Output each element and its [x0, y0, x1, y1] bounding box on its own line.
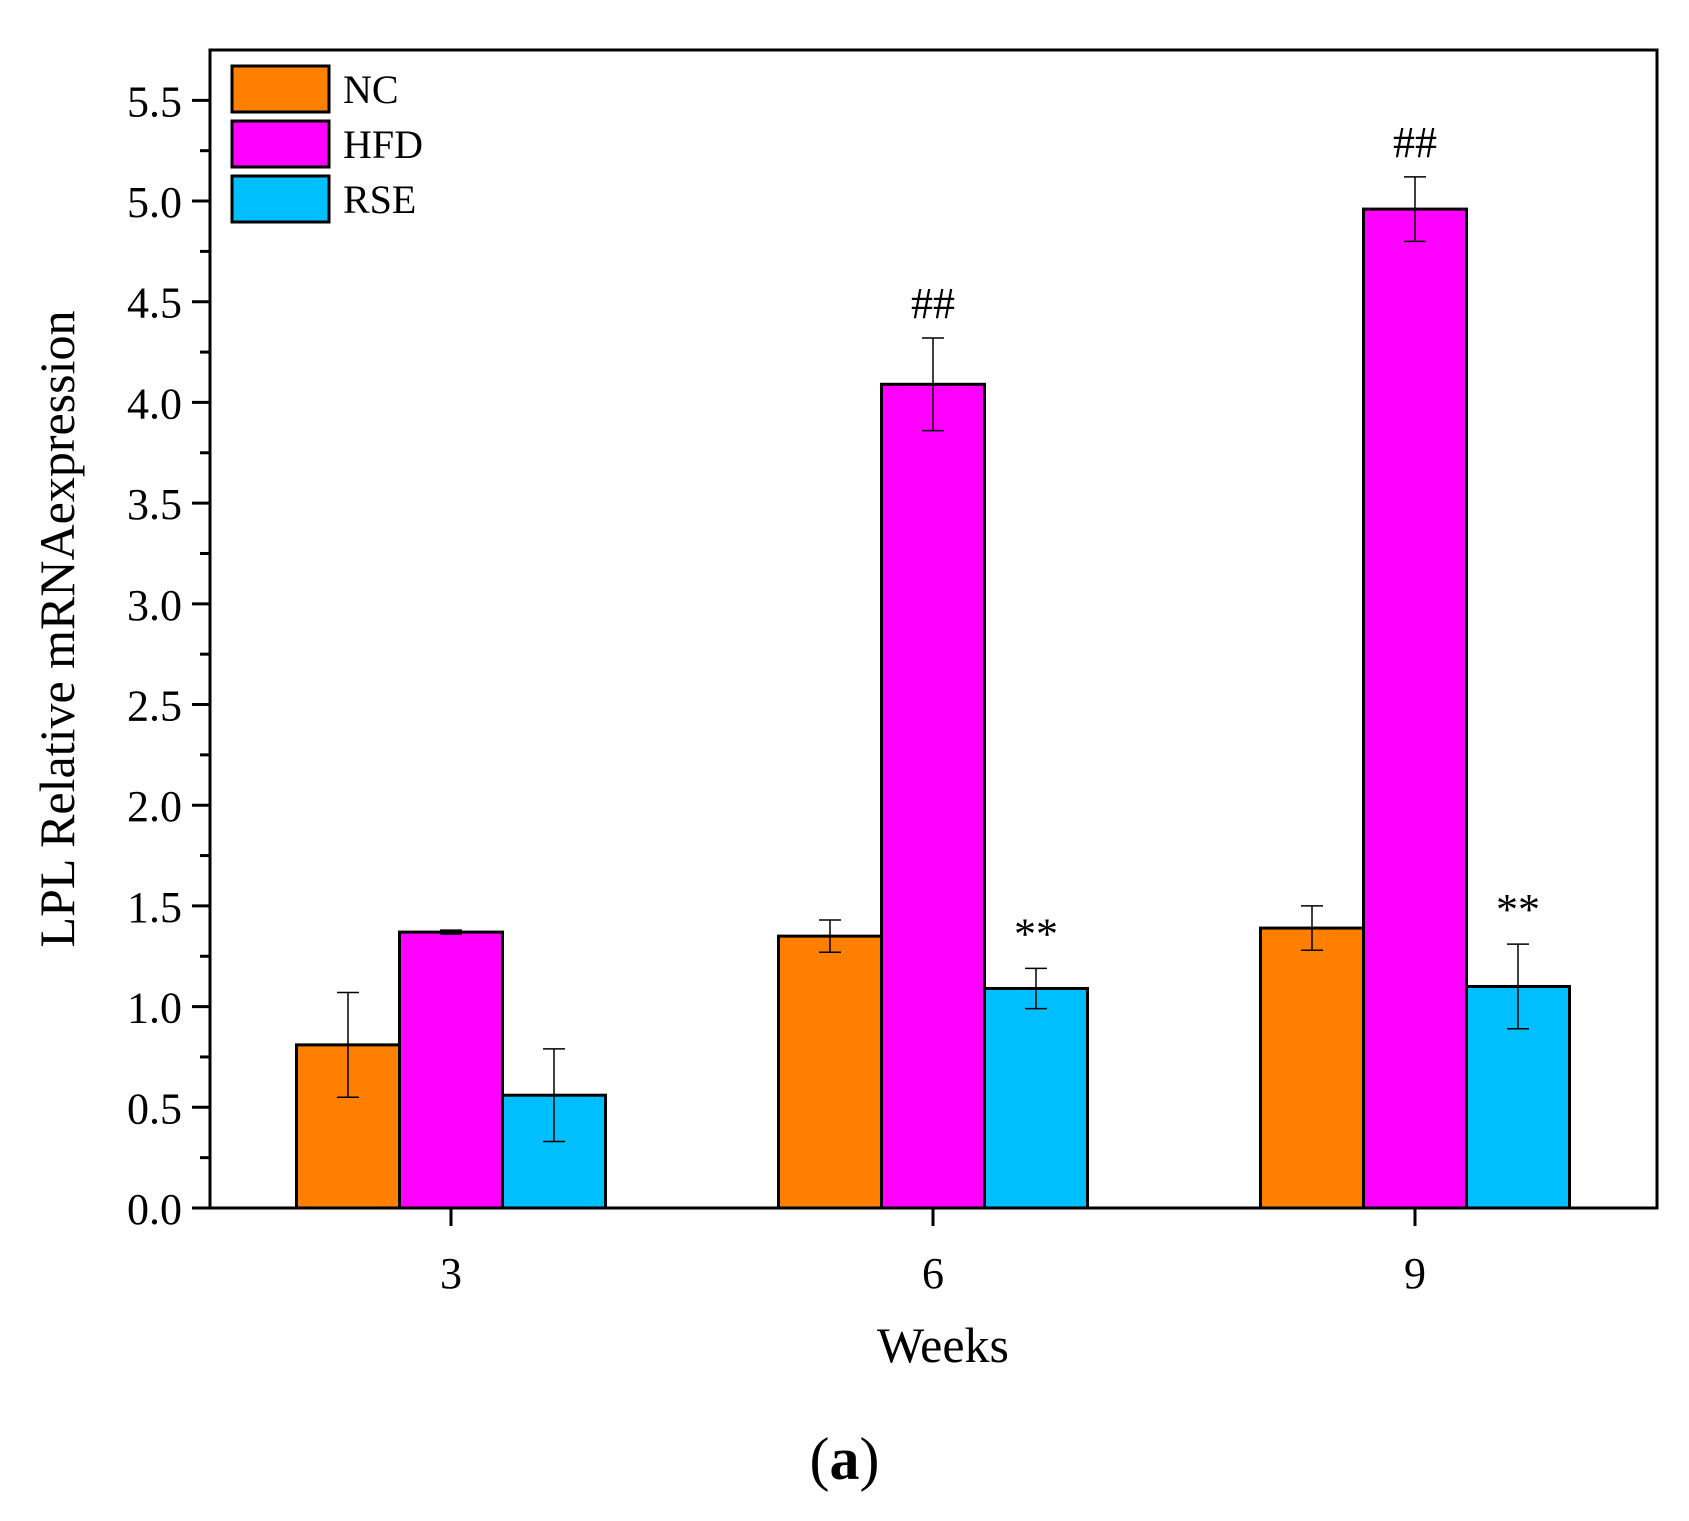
bar-hfd [398, 930, 504, 1210]
bar-nc [777, 934, 883, 1210]
y-axis-ticks: 0.0 0.5 1.0 1.5 2.0 2.5 3.0 3.5 4.0 4.5 5.0 5.5 [127, 77, 210, 1234]
legend-swatch-nc [230, 64, 331, 114]
y-tick-label: 2.0 [127, 782, 182, 831]
y-tick-label: 4.5 [127, 279, 182, 328]
legend-swatch-hfd [230, 119, 331, 169]
y-tick-label: 1.5 [127, 883, 182, 932]
legend-label-hfd: HFD [343, 122, 423, 167]
legend-label-nc: NC [343, 67, 399, 112]
caption-close-paren: ) [859, 1426, 880, 1492]
error-bars [337, 176, 1529, 1143]
significance-mark: ** [1014, 909, 1058, 958]
legend: NC HFD RSE [230, 64, 423, 224]
significance-mark: ** [1496, 885, 1540, 934]
significance-mark: ## [911, 279, 955, 328]
y-tick-label: 0.0 [127, 1185, 182, 1234]
x-tick-label: 9 [1404, 1249, 1426, 1298]
bar-chart: 0.00.51.01.52.02.53.03.54.04.55.05.5 ###… [29, 48, 1659, 1373]
x-axis-ticks: 3 6 9 [440, 1208, 1426, 1298]
legend-label-rse: RSE [343, 177, 416, 222]
x-tick-label: 6 [922, 1249, 944, 1298]
y-tick-label: 2.5 [127, 682, 182, 731]
bar-rse [983, 986, 1089, 1210]
significance-mark: ## [1393, 118, 1437, 167]
y-tick-label: 4.0 [127, 379, 182, 428]
y-tick-label: 0.5 [127, 1084, 182, 1133]
caption-letter: a [829, 1426, 860, 1492]
y-axis-label: LPL Relative mRNAexpression [29, 311, 85, 948]
legend-swatch-rse [230, 174, 331, 224]
y-tick-label: 1.0 [127, 984, 182, 1033]
y-tick-label: 5.0 [127, 178, 182, 227]
bar-nc [1259, 926, 1365, 1210]
figure-caption: (a) [0, 1425, 1689, 1494]
y-tick-label: 3.0 [127, 581, 182, 630]
bar-hfd [1362, 207, 1468, 1210]
caption-open-paren: ( [809, 1426, 830, 1492]
bar-rse [501, 1093, 607, 1210]
bar-hfd [880, 382, 986, 1210]
x-axis-label: Weeks [877, 1317, 1009, 1373]
y-tick-label: 5.5 [127, 77, 182, 126]
x-tick-label: 3 [440, 1249, 462, 1298]
significance-annotations: ## ## ** ** [911, 118, 1540, 958]
y-tick-label: 3.5 [127, 480, 182, 529]
bars [295, 207, 1571, 1210]
